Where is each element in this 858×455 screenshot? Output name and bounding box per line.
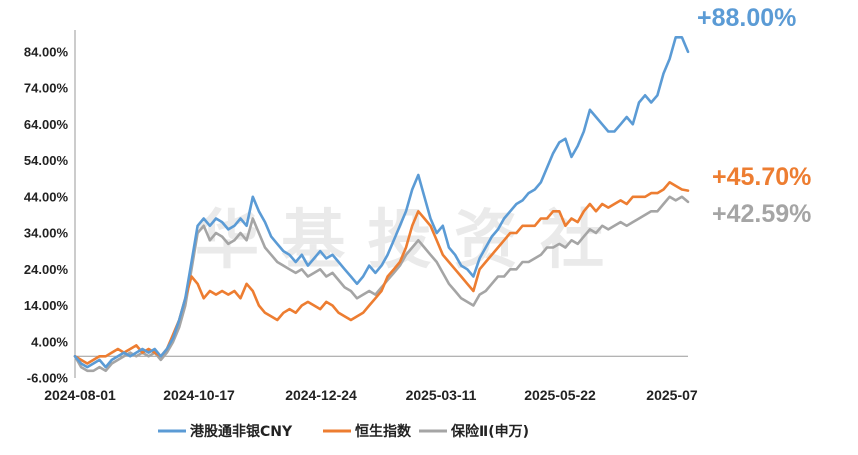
y-tick-label: 24.00% (24, 262, 69, 277)
y-tick-label: 44.00% (24, 189, 69, 204)
y-tick-label: 84.00% (24, 44, 69, 59)
end-label-1: +45.70% (712, 163, 811, 191)
x-tick-label: 2025-07 (646, 387, 698, 403)
x-tick-label: 2025-03-11 (406, 387, 477, 403)
legend: 港股通非银CNY 恒生指数 保险Ⅱ(申万) (158, 423, 529, 440)
y-tick-label: 74.00% (24, 81, 69, 96)
y-tick-label: 54.00% (24, 153, 69, 168)
y-tick-label: 4.00% (31, 334, 68, 349)
series-line-0 (73, 36, 690, 369)
end-label-0: +88.00% (697, 4, 796, 32)
series-line-2 (73, 195, 690, 373)
x-tick-label: 2024-12-24 (285, 387, 357, 403)
legend-label-0: 港股通非银CNY (190, 423, 293, 440)
x-tick-label: 2024-10-17 (163, 387, 235, 403)
y-axis-ticks: 84.00% 74.00% 64.00% 54.00% 44.00% 34.00% 24.0… (24, 44, 69, 385)
y-tick-label: 14.00% (24, 298, 69, 313)
series-lines (73, 36, 690, 373)
y-tick-label: 34.00% (24, 226, 69, 241)
legend-label-1: 恒生指数 (355, 423, 412, 440)
y-tick-label: 64.00% (24, 117, 69, 132)
legend-label-2: 保险Ⅱ(申万) (450, 423, 529, 440)
x-tick-label: 2024-08-01 (44, 387, 116, 403)
end-labels: +88.00% +45.70% +42.59% (697, 4, 811, 228)
x-tick-label: 2025-05-22 (524, 387, 596, 403)
axes (74, 30, 688, 378)
end-label-2: +42.59% (712, 200, 811, 228)
x-axis-ticks: 2024-08-01 2024-10-17 2024-12-24 2025-03-11… (44, 387, 698, 403)
y-tick-label: -6.00% (27, 371, 69, 386)
